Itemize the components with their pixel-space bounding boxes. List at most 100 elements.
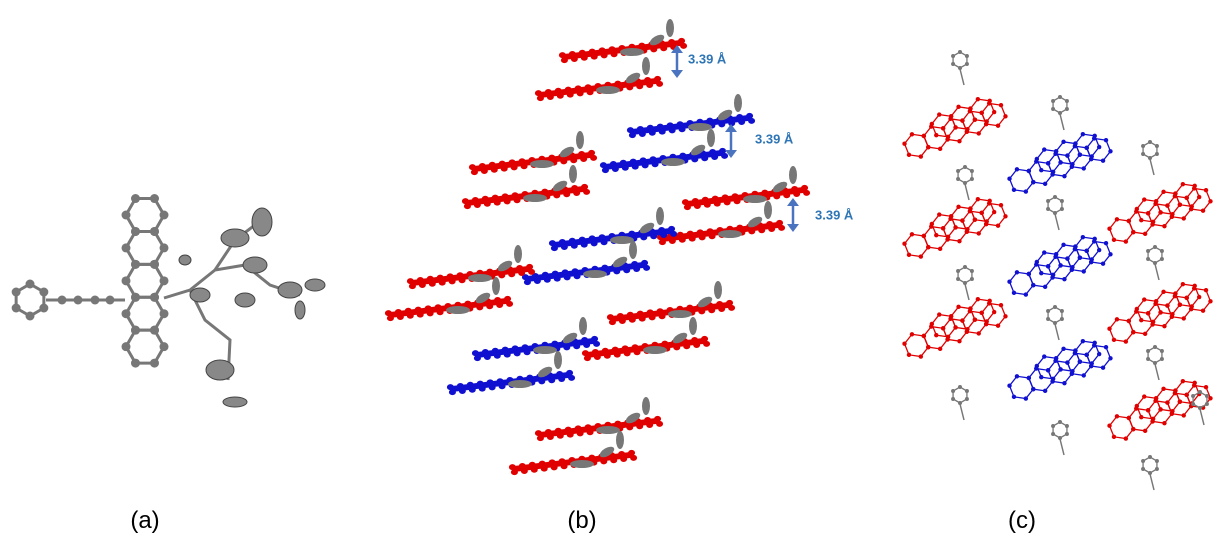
atom: [1101, 159, 1105, 163]
atom: [521, 468, 528, 474]
atom: [499, 383, 506, 389]
atom: [564, 274, 571, 280]
atom: [956, 269, 960, 273]
atom: [471, 169, 478, 175]
atom: [1151, 417, 1155, 421]
atom: [1027, 376, 1031, 380]
bond: [1200, 409, 1204, 425]
atom: [660, 232, 667, 238]
atom: [1112, 338, 1116, 342]
atom: [734, 198, 741, 204]
atom: [960, 218, 964, 222]
atom: [910, 332, 914, 336]
atom: [1108, 149, 1112, 153]
bond: [965, 284, 969, 300]
atom: [587, 429, 594, 435]
atom: [992, 210, 996, 214]
atom: [567, 92, 574, 98]
atom: [551, 464, 558, 470]
atom: [558, 376, 565, 382]
atom: [956, 177, 960, 181]
atom: [1051, 377, 1055, 381]
atom: [973, 118, 977, 122]
ring: [126, 330, 164, 363]
atom: [1012, 395, 1016, 399]
atom: [494, 200, 501, 206]
atom: [1046, 161, 1050, 165]
atom: [1182, 216, 1186, 220]
atom: [721, 153, 728, 159]
atom: [1124, 339, 1128, 343]
atom: [1031, 283, 1035, 287]
atom: [941, 126, 945, 130]
atom: [937, 312, 941, 316]
atom: [968, 106, 972, 110]
atom: [1154, 299, 1158, 303]
ring: [1053, 422, 1067, 438]
atom: [977, 131, 981, 135]
atom: [1193, 284, 1197, 288]
atom: [538, 378, 545, 384]
atom: [459, 277, 466, 283]
atom: [1158, 310, 1162, 314]
atom: [1039, 168, 1043, 172]
atom: [601, 239, 608, 245]
bond: [1055, 214, 1059, 230]
atom: [106, 296, 115, 305]
atom: [1108, 356, 1112, 360]
atom: [1024, 292, 1028, 296]
atom: [1146, 249, 1150, 253]
atom: [1061, 347, 1065, 351]
atom: [474, 355, 481, 361]
atom: [963, 165, 967, 169]
atom: [907, 153, 911, 157]
distance-label: 3.39 Å: [688, 51, 727, 66]
atom: [511, 164, 518, 170]
atom: [131, 260, 140, 269]
atom: [1046, 368, 1050, 372]
atom: [965, 54, 969, 58]
atom: [1160, 357, 1164, 361]
atom: [131, 326, 140, 335]
atom: [1107, 227, 1111, 231]
atom: [976, 297, 980, 301]
atom: [1160, 349, 1164, 353]
atom: [407, 313, 414, 319]
atom: [417, 312, 424, 318]
atom: [965, 62, 969, 66]
atom: [1127, 416, 1131, 420]
atom: [1153, 345, 1157, 349]
atom: [160, 243, 169, 252]
atom: [910, 232, 914, 236]
atom: [941, 226, 945, 230]
atom: [783, 192, 790, 198]
atom: [481, 168, 488, 174]
atom: [1115, 217, 1119, 221]
atom: [1090, 361, 1094, 365]
atom: [486, 303, 493, 309]
atom: [738, 119, 745, 125]
atom: [724, 199, 731, 205]
atom: [704, 202, 711, 208]
atom: [1185, 296, 1189, 300]
atom: [1082, 166, 1086, 170]
atom: [160, 276, 169, 285]
atom: [919, 254, 923, 258]
atom: [1146, 349, 1150, 353]
ring: [1143, 457, 1157, 473]
atom: [980, 311, 984, 315]
atom: [977, 331, 981, 335]
atom: [996, 224, 1000, 228]
atom: [1173, 191, 1177, 195]
atom: [629, 132, 636, 138]
atom: [970, 269, 974, 273]
atom: [1073, 348, 1077, 352]
atom: [1060, 309, 1064, 313]
distance-label: 3.39 Å: [815, 207, 854, 222]
atom: [1161, 387, 1165, 391]
atom: [1054, 252, 1058, 256]
atom: [1007, 384, 1011, 388]
atom: [1141, 467, 1145, 471]
atom: [902, 342, 906, 346]
atom: [1012, 291, 1016, 295]
